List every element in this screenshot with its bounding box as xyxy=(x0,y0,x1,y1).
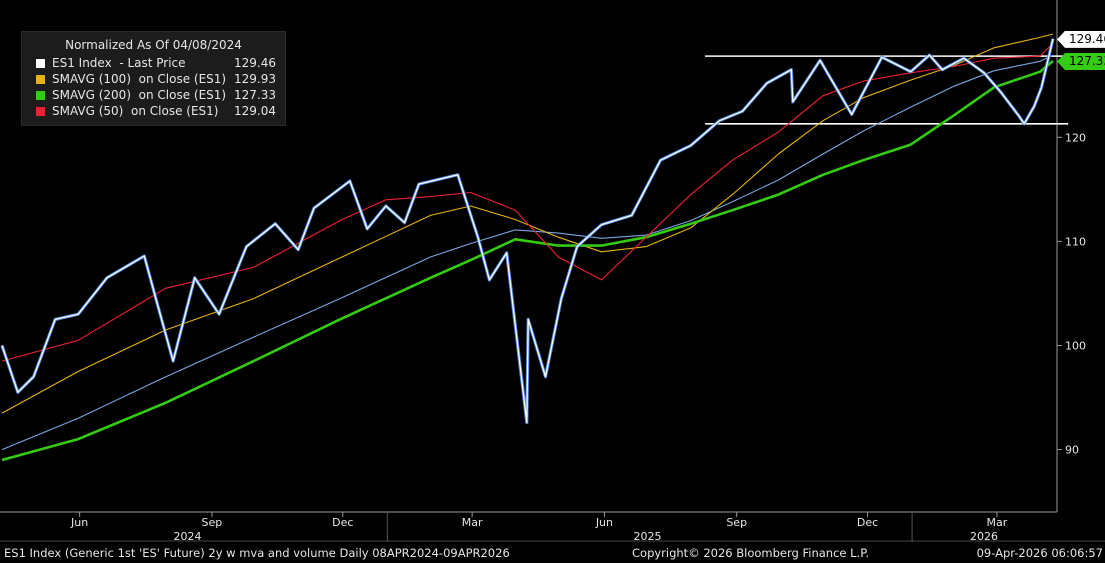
last-price-tag: 129.46 xyxy=(1057,30,1105,48)
smavg-200-tag: 127.33 xyxy=(1057,53,1105,70)
price-line xyxy=(1,38,1054,424)
legend-swatch xyxy=(36,59,45,68)
x-tick-label: Sep xyxy=(202,516,223,529)
legend-item-last-price: ES1 Index - Last Price 129.46 xyxy=(36,56,276,72)
year-label: 2026 xyxy=(970,530,998,543)
legend-item-smavg-50: SMAVG (50) on Close (ES1) 129.04 xyxy=(36,104,276,120)
x-tick-label: Sep xyxy=(726,516,747,529)
x-tick-label: Jun xyxy=(70,516,88,529)
chart-description: ES1 Index (Generic 1st 'ES' Future) 2y w… xyxy=(4,546,510,560)
year-label: 2025 xyxy=(634,530,662,543)
x-tick-label: Dec xyxy=(332,516,353,529)
moving-average-line xyxy=(1,54,1054,451)
legend: Normalized As Of 04/08/2024 ES1 Index - … xyxy=(21,31,286,126)
x-axis: Jun Sep Dec Mar Jun Sep Dec Mar 2024 2025 2026 xyxy=(70,512,1008,543)
y-axis: 90 100 110 120 xyxy=(1057,131,1086,457)
legend-item-smavg-200: SMAVG (200) on Close (ES1) 127.33 xyxy=(36,88,276,104)
legend-title: Normalized As Of 04/08/2024 xyxy=(65,38,242,52)
chart-frame xyxy=(0,0,1105,542)
y-tick-label: 100 xyxy=(1065,339,1086,352)
legend-item-smavg-100: SMAVG (100) on Close (ES1) 129.93 xyxy=(36,72,276,88)
smavg-50-line xyxy=(1,42,1054,362)
legend-swatch xyxy=(36,91,45,100)
reference-lines xyxy=(705,55,1069,125)
x-tick-label: Dec xyxy=(857,516,878,529)
x-tick-label: Mar xyxy=(462,516,483,529)
y-tick-label: 110 xyxy=(1065,235,1086,248)
smavg-100-line xyxy=(1,33,1054,414)
year-label: 2024 xyxy=(173,530,201,543)
copyright-notice: Copyright© 2026 Bloomberg Finance L.P. xyxy=(632,546,869,560)
x-tick-label: Jun xyxy=(595,516,613,529)
timestamp: 09-Apr-2026 06:06:57 xyxy=(976,546,1103,560)
y-tick-label: 120 xyxy=(1065,131,1086,144)
x-tick-label: Mar xyxy=(987,516,1008,529)
y-tick-label: 90 xyxy=(1065,444,1079,457)
legend-swatch xyxy=(36,75,45,84)
series-lines xyxy=(0,33,1055,462)
legend-swatch xyxy=(36,107,45,116)
